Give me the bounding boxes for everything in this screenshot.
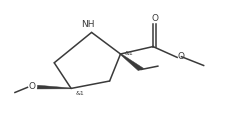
Text: &1: &1 [75,91,84,96]
Polygon shape [37,85,71,89]
Text: &1: &1 [125,51,134,56]
Text: O: O [28,82,35,91]
Text: O: O [178,52,185,61]
Text: O: O [151,14,158,23]
Text: NH: NH [81,20,95,29]
Polygon shape [120,54,144,71]
